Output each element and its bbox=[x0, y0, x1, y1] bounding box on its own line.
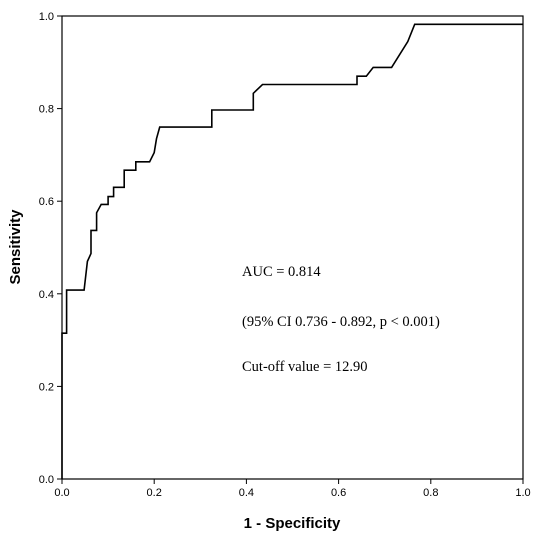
y-tick-label: 0.8 bbox=[39, 104, 54, 116]
y-tick-label: 0.4 bbox=[39, 289, 54, 301]
ci-annotation: (95% CI 0.736 - 0.892, p < 0.001) bbox=[242, 314, 440, 330]
x-axis-title: 1 - Specificity bbox=[244, 515, 341, 532]
y-tick-label: 0.0 bbox=[39, 474, 54, 486]
y-tick-label: 1.0 bbox=[39, 11, 54, 23]
roc-curve-line bbox=[61, 23, 523, 479]
auc-annotation: AUC = 0.814 bbox=[242, 264, 321, 280]
y-tick-label: 0.2 bbox=[39, 381, 54, 393]
x-tick-label: 0.4 bbox=[239, 487, 254, 499]
x-tick-label: 0.2 bbox=[147, 487, 162, 499]
x-tick-label: 0.0 bbox=[54, 487, 69, 499]
plot-frame bbox=[61, 15, 524, 480]
cutoff-annotation: Cut-off value = 12.90 bbox=[242, 359, 368, 375]
x-tick-label: 0.6 bbox=[331, 487, 346, 499]
x-axis-ticks: 0.0 0.2 0.4 0.6 0.8 1.0 bbox=[54, 479, 531, 499]
x-tick-label: 0.8 bbox=[423, 487, 438, 499]
y-tick-label: 0.6 bbox=[39, 196, 54, 208]
y-axis-ticks: 0.0 0.2 0.4 0.6 0.8 1.0 bbox=[39, 11, 62, 486]
x-tick-label: 1.0 bbox=[515, 487, 530, 499]
y-axis-title: Sensitivity bbox=[7, 209, 24, 285]
